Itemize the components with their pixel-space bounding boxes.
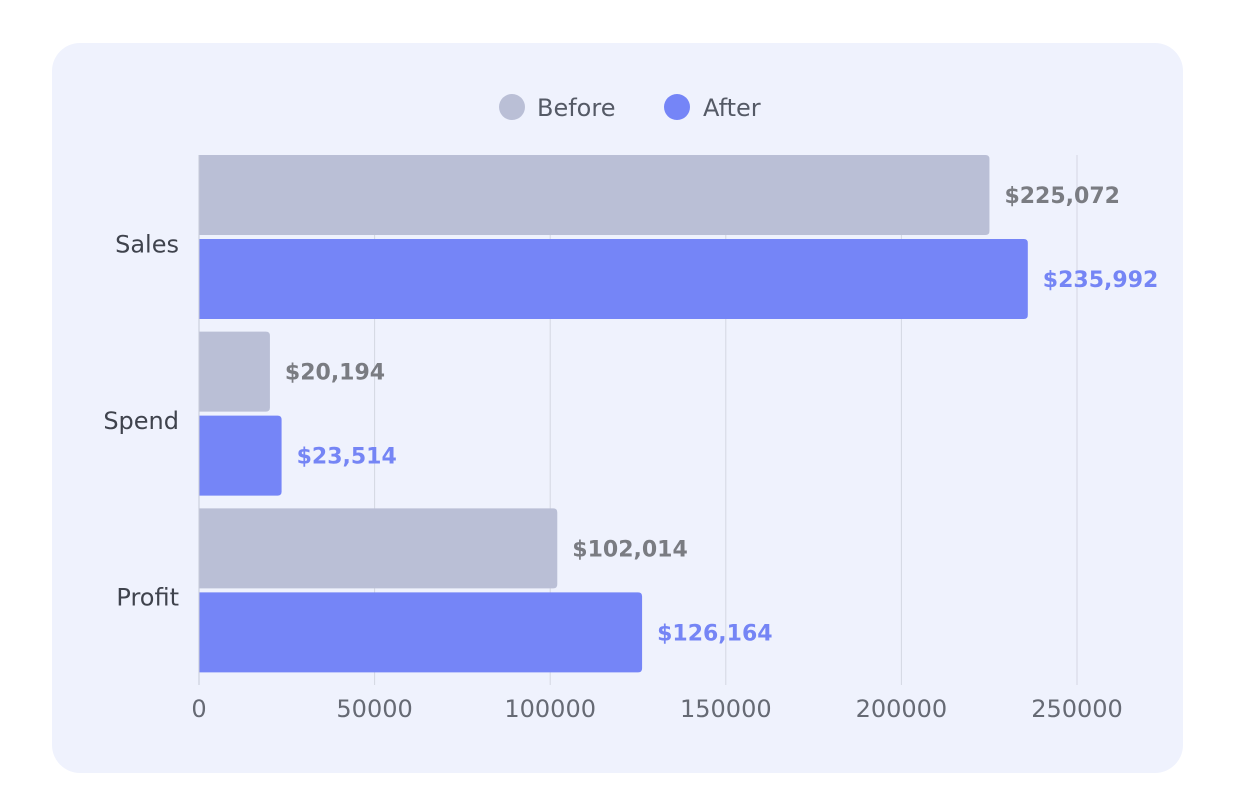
legend-label: After [703, 94, 761, 122]
category-label: Profit [116, 584, 179, 612]
bar-after [199, 415, 282, 496]
data-label: $102,014 [572, 537, 688, 562]
x-tick-label: 150000 [680, 695, 772, 723]
value-labels: $225,072 $235,992 $20,194 $23,514 $102,014 $1… [285, 184, 1158, 646]
x-tick-label: 100000 [504, 695, 596, 723]
bar-before [199, 508, 558, 589]
data-label: $20,194 [285, 361, 385, 386]
axes: 0 50000 100000 150000 200000 250000 Sales Spend… [103, 155, 1123, 723]
x-tick-label: 250000 [1031, 695, 1123, 723]
bars [199, 155, 1028, 673]
bar-after [199, 239, 1028, 319]
data-label: $225,072 [1004, 184, 1120, 209]
legend: Before After [499, 94, 761, 122]
legend-marker [664, 94, 690, 120]
bar-before [199, 155, 990, 235]
x-tick-label: 0 [191, 695, 206, 723]
category-label: Sales [115, 230, 179, 258]
category-label: Spend [103, 407, 179, 435]
data-label: $235,992 [1043, 268, 1159, 293]
data-label: $23,514 [297, 445, 397, 470]
legend-marker [499, 94, 525, 120]
bar-before [199, 331, 270, 412]
legend-label: Before [537, 94, 615, 122]
data-label: $126,164 [657, 621, 773, 646]
bar-after [199, 592, 643, 673]
x-tick-label: 200000 [856, 695, 948, 723]
x-tick-label: 50000 [336, 695, 412, 723]
